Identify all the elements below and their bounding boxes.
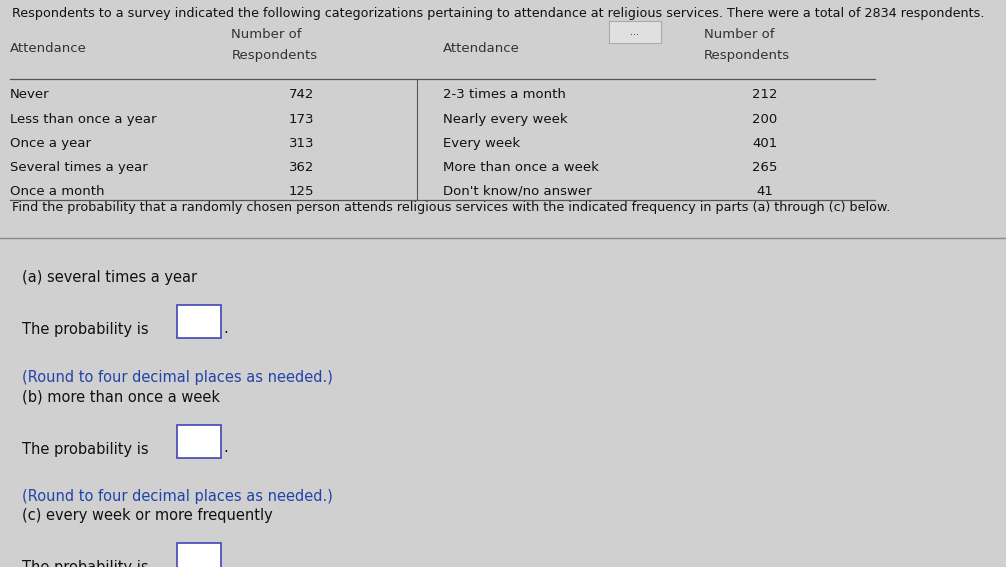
- Text: Find the probability that a randomly chosen person attends religious services wi: Find the probability that a randomly cho…: [12, 201, 890, 214]
- Text: 212: 212: [751, 88, 778, 101]
- FancyBboxPatch shape: [177, 543, 221, 567]
- Text: 200: 200: [751, 112, 778, 125]
- Text: Nearly every week: Nearly every week: [443, 112, 567, 125]
- Text: Number of: Number of: [704, 28, 775, 41]
- Text: (a) several times a year: (a) several times a year: [22, 270, 197, 285]
- Text: 265: 265: [751, 160, 778, 174]
- Text: (Round to four decimal places as needed.): (Round to four decimal places as needed.…: [22, 370, 333, 384]
- Text: Respondents: Respondents: [231, 49, 318, 62]
- Text: Once a month: Once a month: [10, 185, 105, 198]
- Text: More than once a week: More than once a week: [443, 160, 599, 174]
- Text: (b) more than once a week: (b) more than once a week: [22, 390, 220, 405]
- Text: (Round to four decimal places as needed.): (Round to four decimal places as needed.…: [22, 489, 333, 505]
- Text: 41: 41: [757, 185, 773, 198]
- Text: Attendance: Attendance: [443, 42, 519, 55]
- Text: .: .: [223, 558, 228, 567]
- Text: 173: 173: [289, 112, 315, 125]
- Text: The probability is: The probability is: [22, 323, 153, 337]
- Text: Once a year: Once a year: [10, 137, 92, 150]
- Text: 125: 125: [289, 185, 315, 198]
- Text: Respondents to a survey indicated the following categorizations pertaining to at: Respondents to a survey indicated the fo…: [12, 7, 985, 20]
- Text: Number of: Number of: [231, 28, 302, 41]
- Text: Less than once a year: Less than once a year: [10, 112, 157, 125]
- Text: The probability is: The probability is: [22, 442, 153, 457]
- Text: (c) every week or more frequently: (c) every week or more frequently: [22, 508, 273, 523]
- Text: Don't know/no answer: Don't know/no answer: [443, 185, 592, 198]
- Text: ...: ...: [631, 27, 639, 37]
- Text: .: .: [223, 321, 228, 336]
- Text: 401: 401: [751, 137, 778, 150]
- Text: Every week: Every week: [443, 137, 520, 150]
- Text: 2-3 times a month: 2-3 times a month: [443, 88, 565, 101]
- Text: Respondents: Respondents: [704, 49, 791, 62]
- FancyBboxPatch shape: [177, 425, 221, 458]
- Text: The probability is: The probability is: [22, 560, 153, 567]
- Text: 742: 742: [289, 88, 315, 101]
- Text: Attendance: Attendance: [10, 42, 87, 55]
- Text: Never: Never: [10, 88, 49, 101]
- FancyBboxPatch shape: [177, 305, 221, 338]
- Text: 362: 362: [289, 160, 315, 174]
- Text: Several times a year: Several times a year: [10, 160, 148, 174]
- Text: 313: 313: [289, 137, 315, 150]
- Text: .: .: [223, 441, 228, 455]
